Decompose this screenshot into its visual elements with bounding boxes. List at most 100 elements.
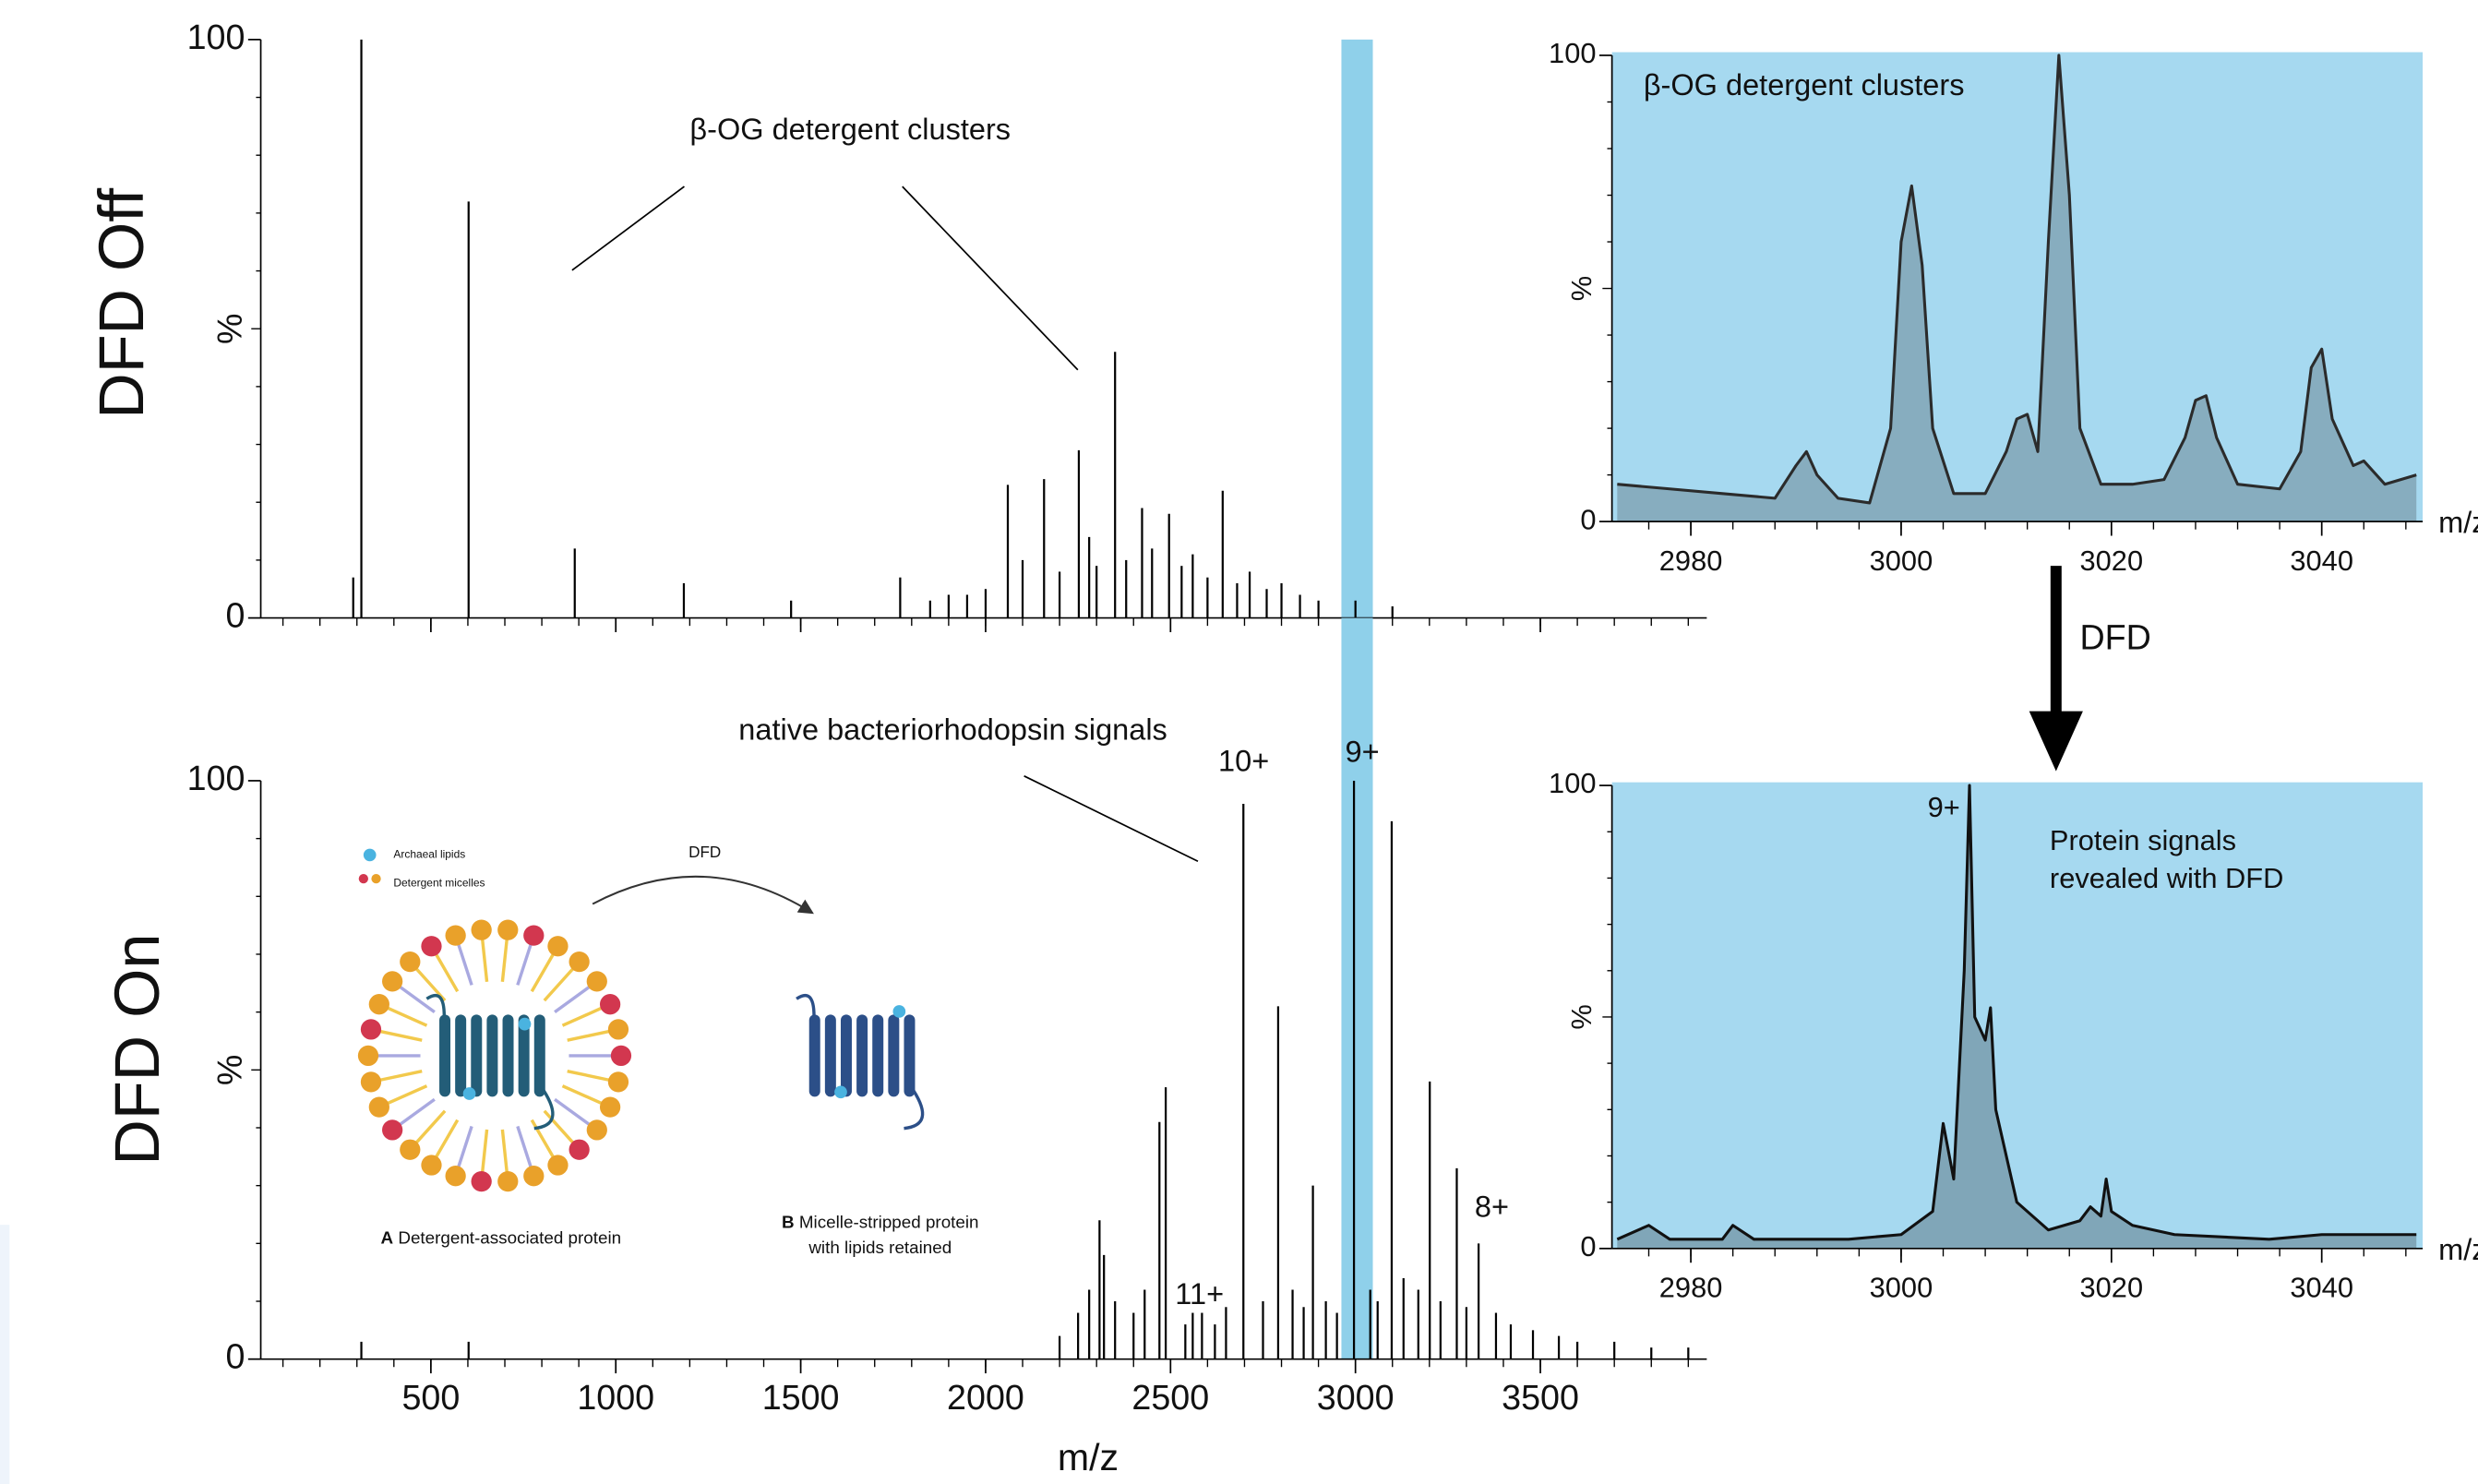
helix — [533, 1014, 545, 1097]
legend-text: Detergent micelles — [393, 876, 485, 889]
annotation: 9+ — [1346, 735, 1380, 768]
lipid-tail — [567, 1069, 610, 1082]
lipid-head — [523, 925, 545, 946]
legend-dot — [363, 848, 377, 862]
caption-text: Detergent-associated protein — [398, 1228, 621, 1248]
lipid — [834, 1085, 847, 1099]
x-tick-label: 3020 — [2080, 1271, 2144, 1303]
spectrum-area — [1617, 54, 2417, 522]
helix — [872, 1014, 884, 1097]
y-tick-label: 100 — [1549, 767, 1596, 799]
spectrum-line — [1616, 784, 2417, 1241]
annotation: revealed with DFD — [2050, 862, 2283, 894]
panel-label: DFD Off — [86, 187, 157, 419]
x-tick-label: 3040 — [2290, 1271, 2353, 1303]
loop — [425, 993, 446, 1022]
helix — [455, 1014, 467, 1097]
lipid-head — [360, 1071, 382, 1093]
lipid-tail — [481, 1129, 489, 1173]
spectrum-line — [1617, 54, 2417, 505]
schematic-arrow-label: DFD — [688, 844, 721, 861]
lipid-head — [382, 1119, 403, 1141]
lipid-tail — [379, 1069, 423, 1082]
lipid-tail — [530, 953, 555, 993]
lipid-head — [445, 925, 466, 946]
x-tick-label: 2000 — [947, 1378, 1024, 1417]
lipid-head — [421, 1155, 442, 1176]
annotation: β-OG detergent clusters — [689, 113, 1011, 146]
x-tick-label: 3040 — [2290, 545, 2353, 577]
helix — [808, 1014, 820, 1097]
lipid-tail — [516, 1125, 533, 1167]
helix — [439, 1014, 451, 1097]
caption-letter: B — [782, 1212, 795, 1231]
legend-text: Archaeal lipids — [393, 848, 465, 861]
lipid-tail — [561, 1006, 603, 1027]
lipid-head — [569, 1139, 590, 1160]
helix — [856, 1014, 868, 1097]
lipid-head — [586, 971, 607, 992]
lipid-head — [421, 936, 442, 957]
y-axis-label: % — [1565, 276, 1598, 301]
lipid — [462, 1087, 476, 1100]
lipid — [892, 1005, 906, 1018]
lipid-head — [360, 1019, 382, 1040]
arrow-label: DFD — [2079, 618, 2150, 657]
chart-panel: 0 100 2980 3000 3020 3040% m/z 9+ Protein signal… — [1549, 767, 2478, 1303]
helix — [502, 1014, 514, 1097]
lipid-head — [497, 919, 519, 940]
lipid-head — [357, 1045, 379, 1067]
x-tick-label: 3020 — [2080, 545, 2144, 577]
lipid-head — [547, 1155, 569, 1176]
caption-text: with lipids retained — [808, 1238, 952, 1257]
y-tick-label: 0 — [1580, 1230, 1596, 1263]
x-tick-label: 2980 — [1659, 1271, 1723, 1303]
plot-background — [1611, 782, 2424, 1249]
legend-dot — [371, 873, 381, 884]
lipid-tail — [387, 1006, 428, 1027]
annotation: β-OG detergent clusters — [1644, 68, 1965, 102]
lipid-tail — [554, 1097, 591, 1126]
lipid-tail — [543, 1109, 575, 1144]
caption-text: Micelle-stripped protein — [799, 1212, 979, 1231]
leader-line — [902, 186, 1079, 371]
loop — [796, 993, 816, 1022]
lipid-tail — [530, 1119, 555, 1158]
lipid-head — [368, 994, 389, 1015]
y-tick-label: 0 — [225, 1337, 245, 1376]
y-tick-label: 100 — [187, 18, 245, 56]
x-tick-label: 3000 — [1870, 1271, 1933, 1303]
panel-label: DFD On — [102, 933, 173, 1165]
lipid-tail — [414, 1109, 447, 1144]
lipid-tail — [567, 1029, 610, 1042]
dfd-arrow-head — [2029, 711, 2083, 772]
helix — [518, 1014, 530, 1097]
leader-line — [1024, 775, 1199, 863]
edge-strip — [0, 1225, 10, 1484]
highlight-band — [1341, 39, 1373, 618]
helix — [904, 1014, 916, 1097]
annotation: 8+ — [1475, 1191, 1509, 1224]
lipid-head — [586, 1119, 607, 1141]
lipid-tail — [435, 953, 460, 993]
plot-background — [1611, 52, 2424, 522]
y-tick-label: 0 — [1580, 503, 1596, 535]
annotation: Protein signals — [2050, 824, 2236, 856]
x-tick-label: 3000 — [1317, 1378, 1395, 1417]
lipid-head — [599, 1096, 621, 1118]
caption: B Micelle-stripped protein — [782, 1212, 979, 1231]
y-tick-label: 0 — [225, 596, 245, 635]
lipid-tail — [399, 986, 436, 1013]
helix — [824, 1014, 836, 1097]
y-axis-label: % — [210, 1055, 249, 1085]
x-axis-label: m/z — [2438, 506, 2478, 539]
helix — [840, 1014, 852, 1097]
lipid-head — [368, 1096, 389, 1118]
lipid — [518, 1017, 532, 1031]
x-tick-label: 3500 — [1502, 1378, 1579, 1417]
x-tick-label: 3000 — [1870, 545, 1933, 577]
chart-panel: 0 100% β-OG detergent clusters — [187, 18, 1707, 635]
lipid-tail — [500, 939, 509, 983]
